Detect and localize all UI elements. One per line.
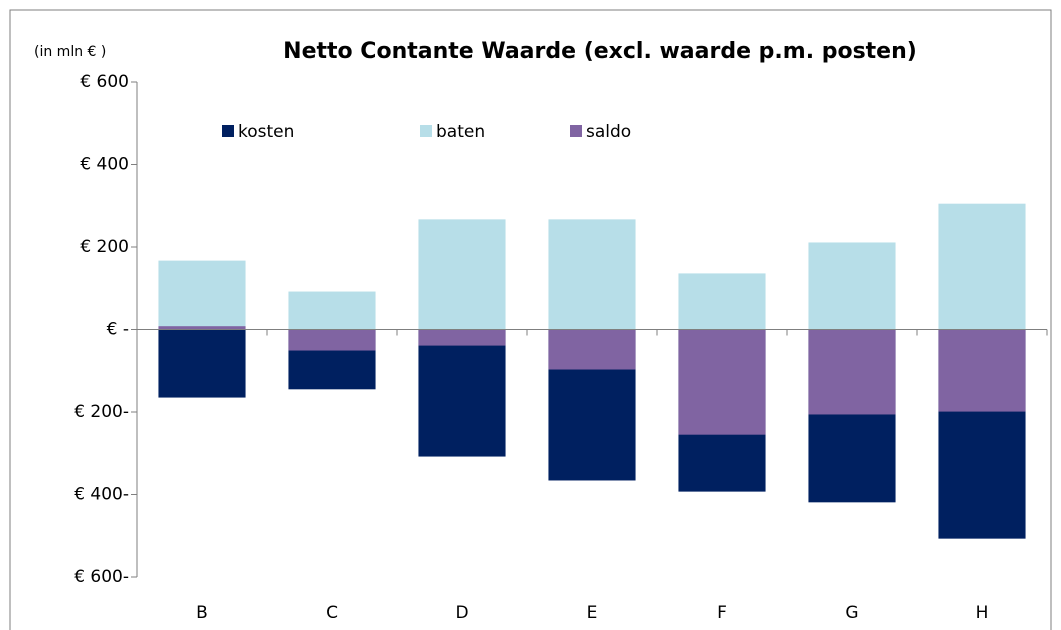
x-tick-label: F <box>717 603 727 623</box>
bar <box>158 260 246 330</box>
bar <box>678 329 766 435</box>
chart-title: Netto Contante Waarde (excl. waarde p.m.… <box>283 39 917 64</box>
bar <box>548 219 636 330</box>
legend-swatch <box>570 125 582 137</box>
x-tick-label: C <box>326 603 338 623</box>
bar <box>288 329 376 351</box>
legend-label: baten <box>436 122 485 142</box>
legend-swatch <box>420 125 432 137</box>
bar <box>678 273 766 330</box>
x-tick-label: G <box>845 603 858 623</box>
bar <box>938 203 1026 330</box>
x-tick-label: H <box>976 603 989 623</box>
y-tick-label: € 600- <box>74 567 129 587</box>
y-tick-label: € - <box>107 320 129 340</box>
bar <box>418 219 506 330</box>
bar <box>158 326 246 330</box>
y-tick-label: € 200- <box>74 402 129 422</box>
bar <box>938 329 1026 412</box>
bar <box>418 329 506 346</box>
bar <box>808 329 896 415</box>
bar <box>288 291 376 330</box>
legend-swatch <box>222 125 234 137</box>
chart-border <box>9 9 1052 630</box>
bar <box>418 329 506 457</box>
y-tick-label: € 600 <box>80 72 129 92</box>
y-tick-label: € 400 <box>80 155 129 175</box>
bar <box>808 242 896 330</box>
y-tick-label: € 400- <box>74 485 129 505</box>
x-tick-label: E <box>587 603 598 623</box>
legend-label: kosten <box>238 122 294 142</box>
legend-label: saldo <box>586 122 631 142</box>
bar <box>548 329 636 370</box>
y-axis-label: (in mln € ) <box>34 44 106 60</box>
y-tick-label: € 200 <box>80 237 129 257</box>
bar <box>158 329 246 398</box>
x-tick-label: B <box>196 603 208 623</box>
x-tick-label: D <box>455 603 468 623</box>
